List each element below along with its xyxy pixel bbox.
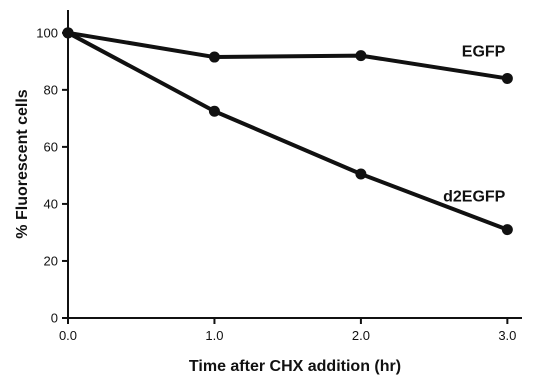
series-layer: EGFP d2EGFP <box>62 27 513 236</box>
series-label: EGFP <box>462 43 506 60</box>
series-d2egfp: d2EGFP <box>62 27 513 236</box>
x-axis-title: Time after CHX addition (hr) <box>189 358 401 375</box>
series-line <box>66 30 510 81</box>
y-tick-label: 40 <box>44 196 58 211</box>
y-tick-label: 100 <box>36 25 58 40</box>
data-point <box>501 72 513 84</box>
data-point <box>62 27 74 39</box>
series-label: d2EGFP <box>443 189 506 206</box>
y-axis-title: % Fluorescent cells <box>14 89 31 238</box>
series-egfp: EGFP <box>62 27 513 84</box>
x-ticks: 0.0 1.0 2.0 3.0 <box>59 318 516 343</box>
data-point <box>355 168 367 180</box>
y-tick-label: 0 <box>51 311 58 326</box>
data-point <box>501 224 513 236</box>
data-point <box>208 105 220 117</box>
x-tick-label: 3.0 <box>498 328 516 343</box>
x-tick-label: 1.0 <box>205 328 223 343</box>
data-point <box>355 50 367 62</box>
x-tick-label: 0.0 <box>59 328 77 343</box>
y-tick-label: 60 <box>44 139 58 154</box>
x-tick-label: 2.0 <box>352 328 370 343</box>
y-tick-label: 20 <box>44 253 58 268</box>
y-ticks: 0 20 40 60 80 100 <box>36 25 68 326</box>
data-point <box>208 51 220 63</box>
series-line <box>66 30 510 232</box>
axes <box>67 10 522 319</box>
y-tick-label: 80 <box>44 82 58 97</box>
